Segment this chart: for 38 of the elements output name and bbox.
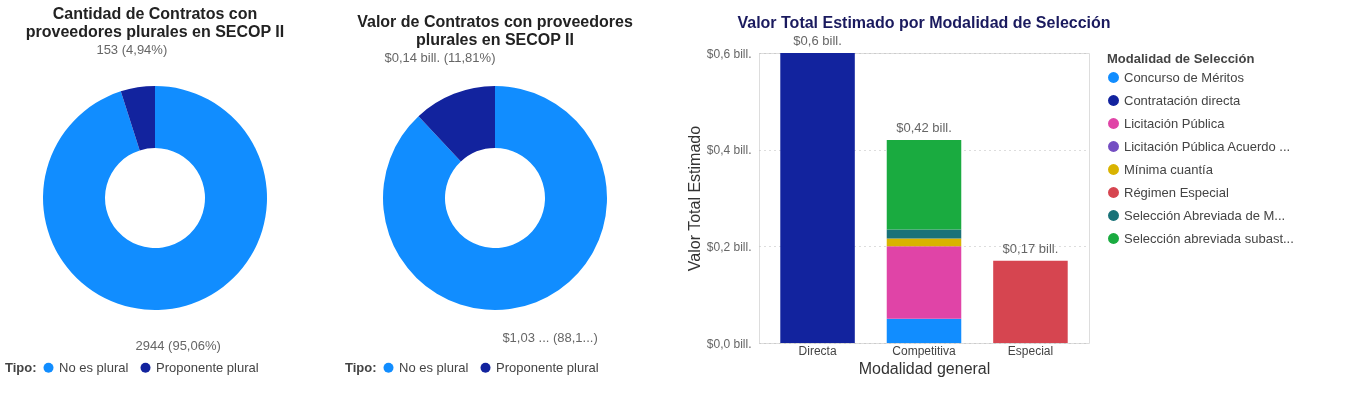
y-tick-label: $0,0 bill. [706,336,752,351]
chart-title: Cantidad de Contratos con proveedores plurales en SECOP II [25,4,285,40]
total-label: $0,42 bill. [896,120,952,135]
legend-label: Selección abreviada subast... [1124,230,1294,246]
legend-label: No es plural [59,359,129,375]
data-label: $1,03 ... (88,1...) [502,329,598,345]
donut-slice [43,86,267,310]
x-tick-label: Especial [1007,343,1054,358]
chart-title: Valor Total Estimado por Modalidad de Selección [737,14,1111,31]
x-tick-label: Directa [798,343,837,358]
legend-label: Proponente plural [496,359,599,375]
donut-slice [120,86,155,151]
legend-label: Licitación Pública Acuerdo ... [1124,138,1291,154]
legend-label: Mínima cuantía [1124,161,1214,177]
legend-title: Modalidad de Selección [1107,51,1255,66]
legend-label: Licitación Pública [1124,115,1226,131]
legend-label: Proponente plural [156,359,259,375]
y-tick-label: $0,6 bill. [706,46,752,61]
legend-label: Concurso de Méritos [1124,69,1245,85]
legend-label: Selección Abreviada de M... [1124,207,1286,223]
y-tick-label: $0,4 bill. [706,143,752,158]
data-label: 2944 (95,06%) [135,338,221,354]
y-tick-label: $0,2 bill. [706,239,752,254]
donut-slice [418,86,495,162]
x-tick-label: Competitiva [892,343,956,358]
total-label: $0,6 bill. [793,33,842,48]
legend-title: Tipo: [345,360,377,375]
legend-label: Contratación directa [1124,92,1242,108]
data-label: $0,14 bill. (11,81%) [384,50,496,66]
legend-title: Tipo: [5,360,37,375]
total-label: $0,17 bill. [1002,240,1059,256]
y-axis-title: Valor Total Estimado [685,125,703,272]
legend-label: Régimen Especial [1124,184,1229,200]
chart-title: Valor de Contratos con proveedores plurales en SECOP II [357,13,633,49]
legend-label: No es plural [399,359,469,375]
data-label: 153 (4,94%) [96,41,168,57]
x-axis-title: Modalidad general [858,359,991,377]
donut-slice [383,86,607,310]
